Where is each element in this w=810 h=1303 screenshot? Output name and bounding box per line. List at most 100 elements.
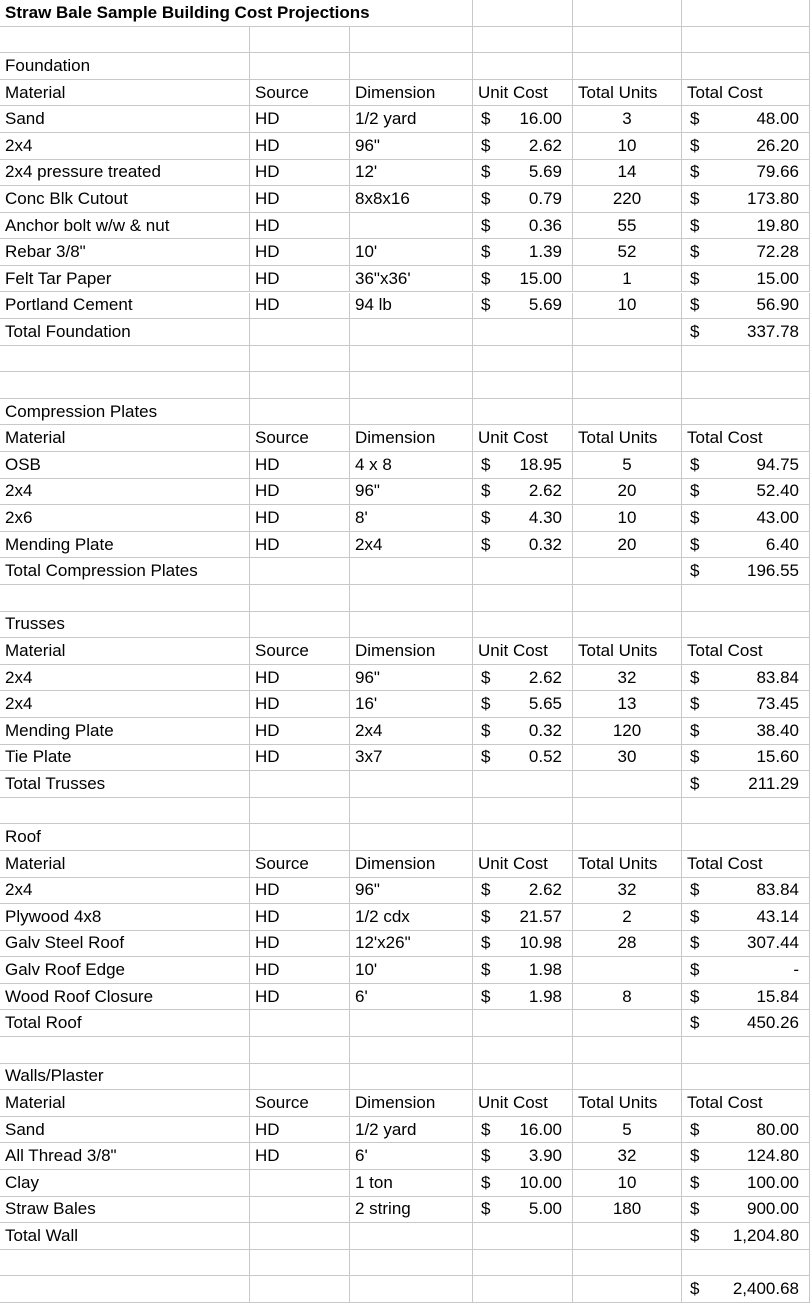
cell: $5.65 (473, 691, 573, 718)
cell: 94 lb (350, 292, 473, 320)
cell: 52 (573, 239, 682, 266)
currency-symbol: $ (690, 1119, 700, 1139)
cell (573, 585, 682, 612)
cell: HD (250, 904, 350, 931)
cell (350, 212, 473, 240)
currency-symbol: $ (481, 481, 491, 501)
amount: 2.62 (528, 880, 562, 900)
cell: HD (250, 186, 350, 213)
cell: HD (250, 106, 350, 133)
cell: HD (250, 239, 350, 266)
column-header: Dimension (350, 850, 473, 878)
currency-symbol: $ (690, 162, 700, 182)
currency-symbol: $ (481, 1172, 491, 1192)
currency-symbol: $ (481, 1199, 491, 1219)
amount: 0.79 (528, 188, 562, 208)
cell (682, 53, 810, 80)
cell: 10 (573, 1170, 682, 1197)
column-header: Total Units (573, 850, 682, 878)
column-header: Unit Cost (473, 638, 573, 665)
cell: HD (250, 744, 350, 772)
cell (250, 398, 350, 426)
grand-total: $2,400.68 (682, 1276, 810, 1303)
column-header: Total Units (573, 79, 682, 107)
cell (350, 372, 473, 399)
currency-symbol: $ (481, 960, 491, 980)
currency-symbol: $ (690, 295, 700, 315)
cell: Plywood 4x8 (0, 904, 250, 931)
row: 2x4 HD 96" $2.62 20 $52.40 (0, 478, 810, 506)
cell (573, 1276, 682, 1303)
cell: Anchor bolt w/w & nut (0, 212, 250, 240)
cell: 220 (573, 186, 682, 213)
cell (350, 345, 473, 373)
cell: Straw Bales (0, 1196, 250, 1224)
cell (473, 372, 573, 399)
cell: $100.00 (682, 1170, 810, 1197)
cell: 2x4 (350, 531, 473, 559)
row (0, 585, 810, 612)
currency-symbol: $ (690, 986, 700, 1006)
column-header: Dimension (350, 638, 473, 665)
amount: 2.62 (528, 667, 562, 687)
currency-symbol: $ (481, 135, 491, 155)
cell: HD (250, 452, 350, 479)
cell: $15.00 (473, 265, 573, 293)
currency-symbol: $ (690, 1199, 700, 1219)
cell: Felt Tar Paper (0, 265, 250, 293)
cell: 8' (350, 505, 473, 532)
amount: 43.14 (756, 906, 799, 926)
amount: 307.44 (747, 933, 799, 953)
cell: 12' (350, 159, 473, 187)
currency-symbol: $ (690, 135, 700, 155)
cell: $38.40 (682, 717, 810, 745)
cell: $ - (682, 957, 810, 984)
column-header: Total Cost (682, 425, 810, 453)
row: Roof (0, 824, 810, 851)
cell: $4.30 (473, 505, 573, 532)
cell (473, 1037, 573, 1064)
cell (682, 1249, 810, 1277)
cell: HD (250, 478, 350, 506)
cell (350, 1010, 473, 1038)
cell: 8 (573, 983, 682, 1011)
cell: 16' (350, 691, 473, 718)
amount: 83.84 (756, 667, 799, 687)
currency-symbol: $ (690, 720, 700, 740)
currency-symbol: $ (481, 109, 491, 129)
row: Clay 1 ton $10.00 10 $100.00 (0, 1170, 810, 1197)
cell (573, 957, 682, 984)
cell: $56.90 (682, 292, 810, 320)
amount: 15.00 (519, 268, 562, 288)
amount: 0.36 (528, 215, 562, 235)
cell: $83.84 (682, 664, 810, 692)
amount: 5.69 (528, 162, 562, 182)
cell: Conc Blk Cutout (0, 186, 250, 213)
cell: 2 (573, 904, 682, 931)
cell (573, 53, 682, 80)
cell (0, 1249, 250, 1277)
cell (473, 0, 573, 27)
cell (682, 398, 810, 426)
cell: 1/2 yard (350, 1116, 473, 1144)
cell (250, 771, 350, 798)
row: Material Source Dimension Unit Cost Total Un… (0, 79, 810, 107)
amount: 83.84 (756, 880, 799, 900)
cell: Mending Plate (0, 531, 250, 559)
cell: 1/2 yard (350, 106, 473, 133)
cell: $16.00 (473, 1116, 573, 1144)
amount: 10.00 (519, 1172, 562, 1192)
row (0, 1249, 810, 1277)
total-label: Total Trusses (0, 771, 250, 798)
currency-symbol: $ (690, 215, 700, 235)
total-cost: $450.26 (682, 1010, 810, 1038)
cell: 2x4 (0, 132, 250, 160)
currency-symbol: $ (690, 508, 700, 528)
cell: HD (250, 212, 350, 240)
currency-symbol: $ (481, 933, 491, 953)
cell (473, 797, 573, 825)
amount: 0.32 (528, 534, 562, 554)
amount: 72.28 (756, 242, 799, 262)
cell: 14 (573, 159, 682, 187)
